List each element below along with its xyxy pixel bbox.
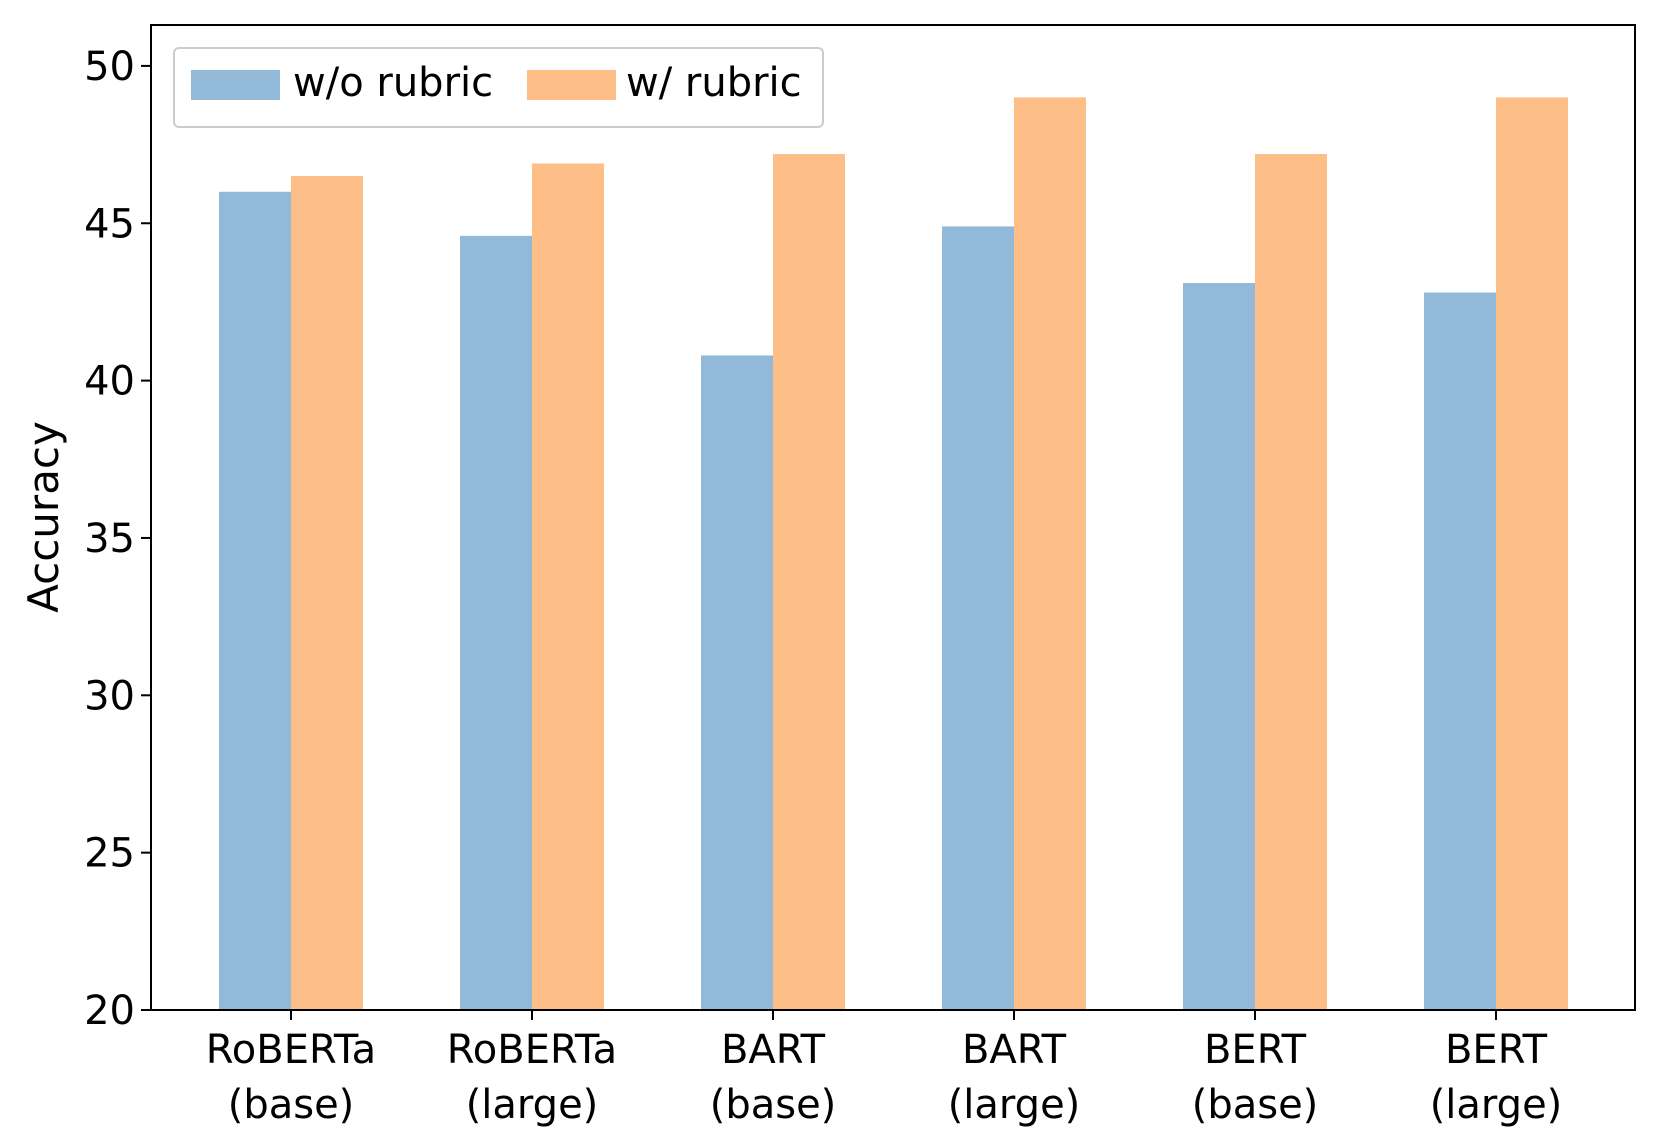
y-tick-label: 20 [84,988,135,1034]
legend-swatch-with-rubric [527,70,616,100]
legend-frame [173,47,824,128]
bar-without-rubric-5 [1424,292,1496,1010]
bar-with-rubric-3 [1014,97,1086,1010]
plot-frame [150,24,1636,1011]
bar-with-rubric-4 [1255,154,1327,1010]
bar-without-rubric-0 [219,191,291,1011]
bar-with-rubric-1 [532,163,604,1011]
bars-layer [219,97,1568,1011]
y-axis-label: Accuracy [19,421,68,613]
bar-without-rubric-2 [701,355,773,1011]
bar-with-rubric-0 [291,176,363,1010]
x-tick-label: RoBERTa (base) [206,1027,376,1128]
y-tick-label: 40 [84,359,135,405]
y-tick-label: 35 [84,516,135,562]
x-tick-label: RoBERTa (large) [447,1027,617,1128]
legend-swatch-without-rubric [191,70,280,100]
legend-label-with-rubric: w/ rubric [626,60,802,106]
y-axis: 20 25 30 35 40 45 50 [84,44,151,1034]
x-axis: RoBERTa (base) RoBERTa (large) BART (base) BAR… [206,1010,1562,1128]
x-tick-label: BART (large) [948,1027,1081,1128]
y-tick-label: 50 [84,44,135,90]
bar-without-rubric-1 [460,235,532,1010]
y-tick-label: 25 [84,831,135,877]
bar-with-rubric-5 [1496,97,1568,1010]
x-tick-label: BART (base) [710,1027,837,1128]
legend: w/o rubric w/ rubric [173,47,824,128]
x-tick-label: BERT (base) [1192,1027,1319,1128]
y-tick-label: 30 [84,673,135,719]
x-tick-label: BERT (large) [1430,1027,1563,1128]
bar-without-rubric-3 [942,226,1014,1010]
y-tick-label: 45 [84,201,135,247]
bar-with-rubric-2 [773,154,845,1010]
legend-label-without-rubric: w/o rubric [293,60,493,106]
bar-without-rubric-4 [1183,283,1255,1010]
